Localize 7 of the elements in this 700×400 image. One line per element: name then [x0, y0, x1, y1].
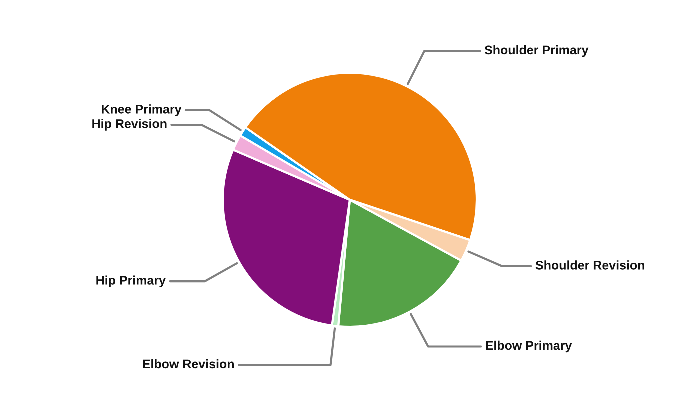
slice-label: Elbow Primary	[486, 340, 572, 353]
slice-label: Elbow Revision	[143, 359, 234, 369]
slice-label: Knee Primary	[102, 104, 182, 116]
slice-label: Hip Primary	[96, 276, 166, 288]
slice-label: Shoulder Primary	[484, 45, 589, 58]
slice-label: Hip Revision	[92, 119, 167, 131]
slice-label: Shoulder Revision	[536, 260, 644, 270]
